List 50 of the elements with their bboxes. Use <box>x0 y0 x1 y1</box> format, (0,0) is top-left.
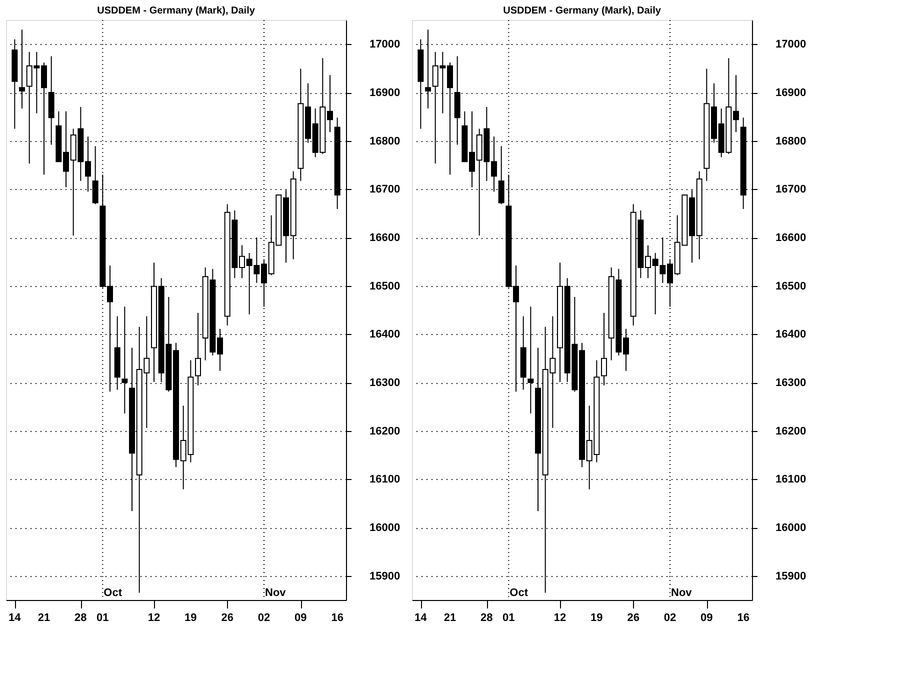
x-tick-label: 16 <box>737 612 750 624</box>
x-tick-label: 12 <box>148 612 160 624</box>
y-tick-label: 16700 <box>370 184 400 196</box>
y-tick-label: 16200 <box>776 425 806 438</box>
y-tick-label: 16800 <box>776 135 806 148</box>
y-tick-label: 16800 <box>370 135 400 148</box>
y-tick-label: 16300 <box>776 377 806 389</box>
y-tick-label: 16400 <box>370 328 400 341</box>
ref-line-label: Oct <box>510 587 528 599</box>
x-tick-label: 01 <box>502 612 515 624</box>
x-tick-label: 28 <box>480 612 493 624</box>
x-tick-label: 26 <box>627 612 640 624</box>
ref-line-label: Nov <box>265 587 287 599</box>
x-tick-label: 09 <box>294 612 307 624</box>
y-tick-label: 16000 <box>776 522 806 534</box>
y-tick-label: 16500 <box>370 280 400 292</box>
y-tick-label: 16900 <box>776 87 806 99</box>
x-tick-label: 02 <box>258 612 270 624</box>
y-tick-label: 16200 <box>370 425 400 438</box>
x-tick-label: 14 <box>414 612 428 624</box>
x-tick-label: 21 <box>38 612 50 624</box>
y-tick-label: 16600 <box>776 232 806 244</box>
x-tick-label: 12 <box>554 612 566 624</box>
y-tick-label: 16300 <box>370 377 400 389</box>
chart-title: USDDEM - Germany (Mark), Daily <box>503 6 662 16</box>
x-tick-label: 09 <box>700 612 713 624</box>
x-tick-label: 01 <box>96 612 109 624</box>
y-tick-label: 16100 <box>776 474 806 486</box>
x-tick-label: 21 <box>444 612 456 624</box>
y-tick-label: 16000 <box>370 522 400 534</box>
ref-line-label: Oct <box>104 587 122 599</box>
y-tick-label: 17000 <box>370 38 400 51</box>
y-tick-label: 16700 <box>776 184 806 196</box>
x-tick-label: 16 <box>331 612 344 624</box>
y-tick-label: 15900 <box>776 570 806 582</box>
y-tick-label: 16900 <box>370 87 400 99</box>
x-tick-label: 28 <box>74 612 87 624</box>
y-tick-label: 16100 <box>370 474 400 486</box>
y-tick-label: 17000 <box>776 38 806 51</box>
x-tick-label: 02 <box>664 612 676 624</box>
y-tick-label: 16600 <box>370 232 400 244</box>
x-tick-label: 14 <box>8 612 22 624</box>
y-tick-label: 15900 <box>370 570 400 582</box>
chart-title: USDDEM - Germany (Mark), Daily <box>97 6 256 16</box>
x-tick-label: 26 <box>221 612 234 624</box>
y-tick-label: 16500 <box>776 280 806 292</box>
ref-line-label: Nov <box>671 587 693 599</box>
x-tick-label: 19 <box>184 612 197 624</box>
x-tick-label: 19 <box>590 612 603 624</box>
y-tick-label: 16400 <box>776 328 806 341</box>
